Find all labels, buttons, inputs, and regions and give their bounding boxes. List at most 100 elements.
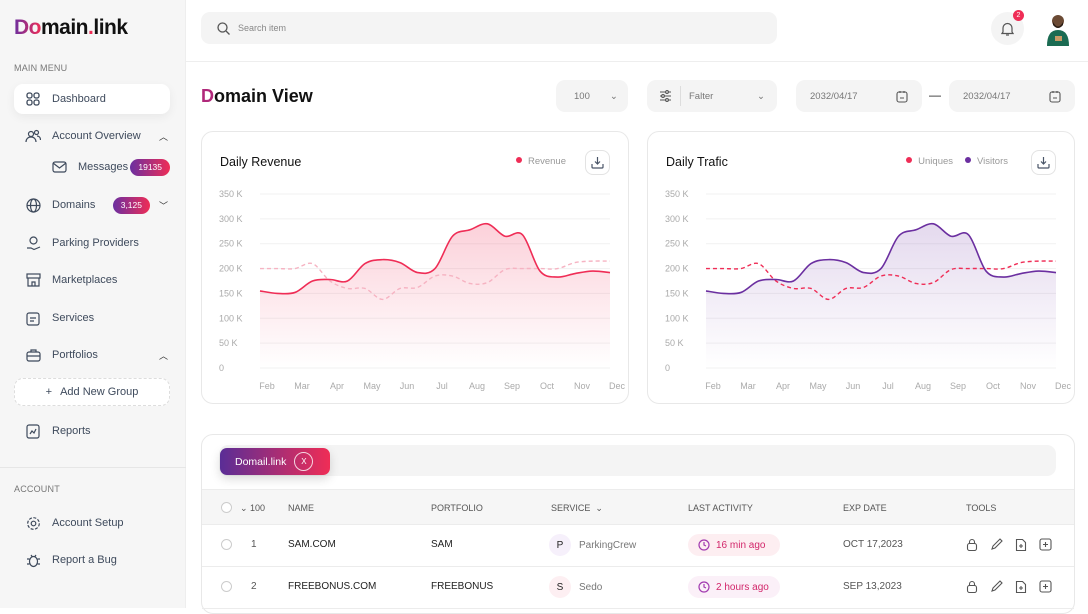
separator — [680, 86, 681, 106]
x-tick-label: Oct — [540, 381, 555, 391]
download-icon — [591, 157, 604, 169]
x-tick-label: May — [363, 381, 381, 391]
chart-title: Daily Trafic — [666, 155, 728, 169]
column-tools: TOOLS — [966, 503, 997, 513]
sidebar-item-messages[interactable]: Messages 19135 — [40, 152, 170, 182]
column-service[interactable]: SERVICE ⌄ — [551, 503, 603, 513]
chart-title: Daily Revenue — [220, 155, 302, 169]
y-tick-label: 200 K — [665, 264, 689, 274]
sidebar-item-label: Report a Bug — [52, 554, 117, 566]
report-icon — [24, 422, 42, 440]
date-from-input[interactable]: 2032/04/17 — [796, 80, 922, 112]
search-input[interactable]: Search item — [201, 12, 777, 44]
gear-icon — [24, 514, 42, 532]
y-tick-label: 250 K — [219, 239, 243, 249]
download-button[interactable] — [585, 150, 610, 175]
x-tick-label: Sep — [950, 381, 966, 391]
add-note-icon[interactable] — [1039, 538, 1052, 551]
sidebar-item-marketplaces[interactable]: Marketplaces — [14, 265, 170, 295]
chart-legend: Uniques Visitors — [906, 156, 1008, 167]
row-tools — [966, 580, 1052, 593]
table-row[interactable]: 1 SAM.COM SAM P ParkingCrew 16 min ago OC… — [202, 525, 1074, 567]
service-avatar: P — [549, 534, 571, 556]
sidebar-item-label: Reports — [52, 425, 91, 437]
y-tick-label: 350 K — [219, 189, 243, 199]
add-new-group-button[interactable]: + Add New Group — [14, 378, 170, 406]
row-checkbox[interactable] — [221, 539, 232, 550]
sidebar-item-domains[interactable]: Domains 3,125 ﹀ — [14, 190, 170, 220]
chart-plot: 350 K 300 K 250 K 200 K 150 K 100 K 50 K 0 Feb Ma… — [665, 189, 1071, 391]
row-checkbox[interactable] — [221, 581, 232, 592]
column-portfolio[interactable]: PORTFOLIO — [431, 503, 483, 513]
column-last-activity[interactable]: LAST ACTIVITY — [688, 503, 753, 513]
column-exp-date[interactable]: EXP DATE — [843, 503, 887, 513]
y-tick-label: 300 K — [665, 214, 689, 224]
domains-count-badge: 3,125 — [112, 196, 150, 214]
sidebar-item-account-setup[interactable]: Account Setup — [14, 508, 170, 538]
filter-select[interactable]: Falter ⌄ — [647, 80, 777, 112]
date-separator: — — [929, 88, 941, 102]
lock-icon[interactable] — [966, 538, 978, 551]
sidebar-item-label: Services — [52, 312, 95, 324]
briefcase-icon — [24, 346, 42, 364]
hand-coin-icon — [24, 234, 42, 252]
logo[interactable]: Domain.link — [14, 16, 128, 39]
add-note-icon[interactable] — [1039, 580, 1052, 593]
select-all-checkbox[interactable] — [221, 502, 232, 513]
chevron-up-icon[interactable]: ︿ — [158, 131, 168, 142]
x-tick-label: Dec — [609, 381, 626, 391]
sidebar-item-account-overview[interactable]: Account Overview ︿ — [14, 121, 170, 151]
users-icon — [24, 127, 42, 145]
grid-icon — [24, 90, 42, 108]
domain-name[interactable]: FREEBONUS.COM — [288, 581, 377, 592]
x-tick-label: Feb — [259, 381, 275, 391]
sidebar-item-reports[interactable]: Reports — [14, 416, 170, 446]
download-button[interactable] — [1031, 150, 1056, 175]
series-area — [706, 223, 1056, 368]
edit-icon[interactable] — [990, 580, 1003, 593]
count-select[interactable]: ⌄ 100 — [240, 503, 266, 513]
add-file-icon[interactable] — [1015, 580, 1027, 593]
avatar[interactable] — [1044, 12, 1072, 46]
y-tick-label: 200 K — [219, 264, 243, 274]
add-file-icon[interactable] — [1015, 538, 1027, 551]
sidebar-item-label: Domains — [52, 199, 96, 211]
date-to-input[interactable]: 2032/04/17 — [949, 80, 1075, 112]
column-name[interactable]: NAME — [288, 503, 315, 513]
store-icon — [24, 271, 42, 289]
sidebar-item-services[interactable]: Services — [14, 303, 170, 333]
y-tick-label: 50 K — [665, 338, 684, 348]
sidebar-item-label: Marketplaces — [52, 274, 118, 286]
bell-icon — [1001, 22, 1014, 36]
lock-icon[interactable] — [966, 580, 978, 593]
x-tick-label: Jun — [846, 381, 861, 391]
filter-chip[interactable]: Domail.link X — [220, 448, 330, 475]
sidebar-item-dashboard[interactable]: Dashboard — [14, 84, 170, 114]
search-icon — [217, 21, 230, 35]
table-row[interactable]: 2 FREEBONUS.COM FREEBONUS S Sedo 2 hours … — [202, 567, 1074, 609]
x-tick-label: Feb — [705, 381, 721, 391]
domain-name[interactable]: SAM.COM — [288, 539, 336, 550]
page-size-select[interactable]: 100 ⌄ — [556, 80, 628, 112]
x-tick-label: May — [809, 381, 827, 391]
header-divider — [186, 61, 1088, 62]
sidebar-item-report-bug[interactable]: Report a Bug — [14, 545, 170, 575]
daily-traffic-card: 350 K 300 K 250 K 200 K 150 K 100 K 50 K 0 Feb Ma… — [647, 131, 1075, 404]
x-tick-label: Mar — [740, 381, 756, 391]
x-tick-label: Jun — [400, 381, 415, 391]
last-activity-badge: 16 min ago — [688, 534, 780, 556]
y-tick-label: 100 K — [665, 313, 689, 323]
clock-icon — [698, 539, 710, 551]
notification-badge: 2 — [1013, 10, 1024, 21]
x-tick-label: Sep — [504, 381, 520, 391]
chevron-down-icon[interactable]: ﹀ — [158, 200, 168, 211]
chevron-up-icon[interactable]: ︿ — [158, 350, 168, 361]
sidebar-item-parking-providers[interactable]: Parking Providers — [14, 228, 170, 258]
x-tick-label: Mar — [294, 381, 310, 391]
sidebar-item-portfolios[interactable]: Portfolios ︿ — [14, 340, 170, 370]
edit-icon[interactable] — [990, 538, 1003, 551]
y-tick-label: 0 — [665, 363, 670, 373]
x-tick-label: Jul — [436, 381, 448, 391]
close-icon[interactable]: X — [294, 452, 314, 471]
chart-plot: 350 K 300 K 250 K 200 K 150 K 100 K 50 K 0 Feb Ma… — [219, 189, 626, 391]
